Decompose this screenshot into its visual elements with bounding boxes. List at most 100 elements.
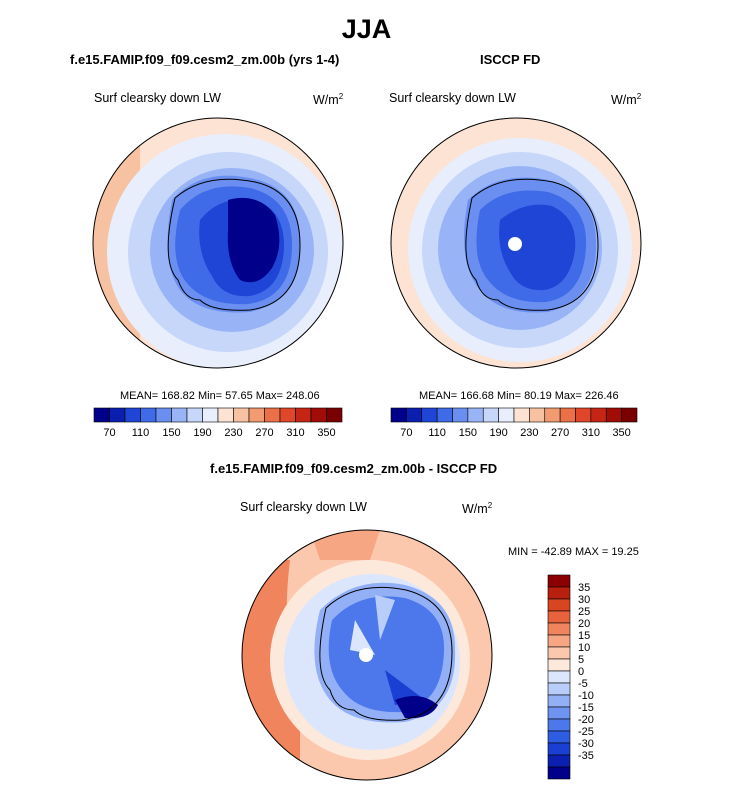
diff-colorbar-swatch — [547, 610, 571, 624]
diff-colorbar-swatch — [547, 646, 571, 660]
diff-polar-map — [242, 530, 492, 780]
model-colorbar-swatch — [202, 407, 219, 423]
obs-colorbar: 70 110 150 190 230 270 310 350 — [390, 407, 638, 439]
diff-colorbar-swatch — [547, 622, 571, 636]
diff-colorbar-tick-label: 30 — [578, 594, 590, 606]
diff-colorbar-tick-label: 5 — [578, 654, 584, 666]
model-colorbar-swatch — [310, 407, 327, 423]
obs-colorbar-swatch — [452, 407, 469, 423]
model-colorbar-swatch — [124, 407, 141, 423]
diff-colorbar-tick-label: 15 — [578, 630, 590, 642]
model-map-border — [92, 117, 344, 369]
obs-colorbar-tick-label: 270 — [551, 427, 569, 439]
diff-colorbar-tick-label: 20 — [578, 618, 590, 630]
diff-colorbar-tick-label: -30 — [578, 738, 594, 750]
model-colorbar-swatch — [233, 407, 250, 423]
obs-colorbar-swatch — [406, 407, 423, 423]
diff-colorbar-swatch — [547, 730, 571, 744]
model-colorbar-tick-label: 70 — [103, 427, 115, 439]
diff-colorbar-tick-label: -10 — [578, 690, 594, 702]
diff-units: W/m2 — [462, 501, 493, 517]
obs-colorbar-swatch — [575, 407, 592, 423]
diff-colorbar-swatch — [547, 598, 571, 612]
diff-colorbar-swatch — [547, 706, 571, 720]
obs-colorbar-swatch — [544, 407, 561, 423]
diff-colorbar-swatch — [547, 634, 571, 648]
model-colorbar-tick-label: 150 — [162, 427, 180, 439]
model-colorbar-swatch — [140, 407, 157, 423]
obs-colorbar-swatch — [559, 407, 576, 423]
diff-colorbar-swatch — [547, 682, 571, 696]
obs-colorbar-tick-label: 150 — [459, 427, 477, 439]
diff-colorbar-tick-label: 25 — [578, 606, 590, 618]
model-colorbar-swatch — [279, 407, 296, 423]
model-colorbar-tick-label: 310 — [286, 427, 304, 439]
model-variable-label: Surf clearsky down LW — [94, 91, 221, 105]
model-colorbar-swatch — [217, 407, 234, 423]
diff-colorbar-tick-label: -35 — [578, 750, 594, 762]
model-colorbar-swatch — [295, 407, 312, 423]
obs-stats: MEAN= 166.68 Min= 80.19 Max= 226.46 — [419, 390, 619, 402]
model-colorbar-swatch — [93, 407, 110, 423]
obs-colorbar-swatch — [390, 407, 407, 423]
obs-colorbar-swatch — [590, 407, 607, 423]
diff-colorbar-swatch — [547, 658, 571, 672]
obs-colorbar-tick-label: 310 — [582, 427, 600, 439]
model-stats: MEAN= 168.82 Min= 57.65 Max= 248.06 — [120, 390, 320, 402]
diff-stats: MIN = -42.89 MAX = 19.25 — [508, 546, 639, 558]
obs-colorbar-swatch — [621, 407, 638, 423]
obs-polar-map — [391, 118, 641, 368]
obs-colorbar-tick-label: 350 — [612, 427, 630, 439]
model-colorbar-tick-label: 230 — [224, 427, 242, 439]
obs-colorbar-swatch — [436, 407, 453, 423]
obs-colorbar-swatch — [529, 407, 546, 423]
figure-title: JJA — [341, 14, 392, 44]
obs-units: W/m2 — [611, 92, 642, 108]
obs-variable-label: Surf clearsky down LW — [389, 91, 516, 105]
model-colorbar-swatch — [171, 407, 188, 423]
obs-colorbar-swatch — [467, 407, 484, 423]
diff-variable-label: Surf clearsky down LW — [240, 500, 367, 514]
obs-colorbar-swatch — [498, 407, 515, 423]
diff-colorbar-tick-label: -5 — [578, 678, 588, 690]
obs-colorbar-tick-label: 230 — [520, 427, 538, 439]
diff-colorbar-tick-label: 0 — [578, 666, 584, 678]
diff-colorbar-swatch — [547, 754, 571, 768]
diff-colorbar-swatch — [547, 574, 571, 588]
model-polar-map — [93, 118, 343, 368]
model-colorbar-tick-label: 190 — [193, 427, 211, 439]
diff-colorbar-swatch — [547, 718, 571, 732]
obs-colorbar-swatch — [605, 407, 622, 423]
obs-colorbar-swatch — [421, 407, 438, 423]
obs-colorbar-swatch — [482, 407, 499, 423]
diff-colorbar-swatch — [547, 586, 571, 600]
diff-map-border — [241, 529, 493, 781]
obs-panel-title: ISCCP FD — [480, 52, 541, 67]
diff-colorbar-tick-label: 35 — [578, 582, 590, 594]
model-colorbar-swatch — [155, 407, 172, 423]
model-panel-title: f.e15.FAMIP.f09_f09.cesm2_zm.00b (yrs 1-… — [70, 52, 340, 67]
diff-colorbar-tick-label: -15 — [578, 702, 594, 714]
obs-colorbar-tick-label: 110 — [428, 427, 446, 439]
model-colorbar-tick-label: 110 — [132, 427, 150, 439]
model-colorbar-swatch — [186, 407, 203, 423]
obs-colorbar-tick-label: 70 — [400, 427, 412, 439]
model-colorbar-tick-label: 350 — [317, 427, 335, 439]
diff-colorbar-swatch — [547, 694, 571, 708]
diff-colorbar-swatch — [547, 742, 571, 756]
model-colorbar-tick-label: 270 — [255, 427, 273, 439]
model-colorbar-swatch — [109, 407, 126, 423]
obs-map-border — [390, 117, 642, 369]
model-units: W/m2 — [313, 92, 344, 108]
obs-colorbar-swatch — [513, 407, 530, 423]
obs-colorbar-tick-label: 190 — [489, 427, 507, 439]
diff-panel-title: f.e15.FAMIP.f09_f09.cesm2_zm.00b - ISCCP… — [210, 461, 498, 476]
model-colorbar: 70 110 150 190 230 270 310 350 — [93, 407, 343, 439]
diff-colorbar-tick-label: -25 — [578, 726, 594, 738]
model-colorbar-swatch — [248, 407, 265, 423]
model-colorbar-swatch — [264, 407, 281, 423]
model-colorbar-swatch — [326, 407, 343, 423]
diff-colorbar-tick-label: 10 — [578, 642, 590, 654]
